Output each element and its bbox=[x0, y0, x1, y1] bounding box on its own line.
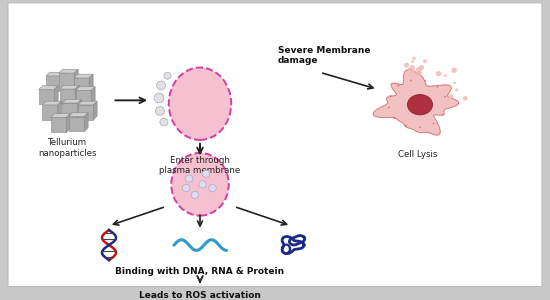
Ellipse shape bbox=[408, 67, 411, 70]
Ellipse shape bbox=[444, 96, 446, 98]
Ellipse shape bbox=[408, 94, 432, 115]
Ellipse shape bbox=[419, 127, 421, 128]
Ellipse shape bbox=[171, 153, 229, 216]
Ellipse shape bbox=[156, 106, 164, 115]
Ellipse shape bbox=[418, 71, 421, 74]
FancyBboxPatch shape bbox=[8, 3, 542, 286]
Ellipse shape bbox=[455, 88, 458, 91]
Polygon shape bbox=[60, 85, 79, 89]
Polygon shape bbox=[39, 86, 58, 89]
Polygon shape bbox=[74, 69, 78, 88]
Polygon shape bbox=[89, 74, 93, 93]
Polygon shape bbox=[74, 78, 89, 93]
Ellipse shape bbox=[388, 106, 390, 109]
Ellipse shape bbox=[199, 181, 206, 188]
Ellipse shape bbox=[410, 80, 412, 81]
Polygon shape bbox=[58, 101, 62, 120]
Polygon shape bbox=[74, 74, 93, 78]
Polygon shape bbox=[76, 91, 91, 105]
Ellipse shape bbox=[436, 71, 442, 76]
Polygon shape bbox=[91, 87, 95, 105]
Polygon shape bbox=[59, 73, 74, 88]
Text: Tellurium
nanoparticles: Tellurium nanoparticles bbox=[39, 139, 97, 158]
Ellipse shape bbox=[442, 114, 444, 116]
Ellipse shape bbox=[423, 59, 427, 63]
Ellipse shape bbox=[419, 65, 424, 70]
Ellipse shape bbox=[394, 117, 395, 119]
Polygon shape bbox=[62, 103, 78, 118]
Polygon shape bbox=[69, 113, 88, 116]
Ellipse shape bbox=[154, 93, 164, 103]
Polygon shape bbox=[61, 72, 65, 91]
Ellipse shape bbox=[412, 57, 416, 60]
Ellipse shape bbox=[157, 81, 166, 90]
Ellipse shape bbox=[389, 95, 391, 97]
Polygon shape bbox=[46, 76, 61, 91]
Ellipse shape bbox=[191, 191, 199, 199]
Polygon shape bbox=[46, 72, 65, 76]
Polygon shape bbox=[54, 86, 58, 104]
Ellipse shape bbox=[185, 175, 192, 182]
Polygon shape bbox=[69, 116, 84, 131]
Polygon shape bbox=[51, 114, 70, 118]
Ellipse shape bbox=[411, 60, 414, 63]
Ellipse shape bbox=[202, 170, 210, 177]
Ellipse shape bbox=[397, 85, 399, 87]
Ellipse shape bbox=[437, 85, 438, 88]
Polygon shape bbox=[78, 101, 97, 105]
Ellipse shape bbox=[410, 65, 415, 70]
Polygon shape bbox=[75, 85, 79, 104]
Polygon shape bbox=[78, 99, 81, 118]
Text: Severe Membrane
damage: Severe Membrane damage bbox=[278, 46, 370, 65]
Ellipse shape bbox=[452, 68, 457, 73]
Polygon shape bbox=[78, 105, 94, 120]
Ellipse shape bbox=[209, 184, 216, 192]
Text: Cell Lysis: Cell Lysis bbox=[398, 150, 437, 159]
Polygon shape bbox=[62, 99, 81, 103]
Polygon shape bbox=[66, 114, 70, 132]
Text: Binding with DNA, RNA & Protein: Binding with DNA, RNA & Protein bbox=[116, 267, 284, 276]
Ellipse shape bbox=[463, 96, 468, 100]
Polygon shape bbox=[60, 89, 75, 104]
Polygon shape bbox=[373, 70, 459, 135]
Text: Leads to ROS activation: Leads to ROS activation bbox=[139, 291, 261, 300]
Ellipse shape bbox=[449, 94, 453, 99]
Polygon shape bbox=[39, 89, 54, 104]
Ellipse shape bbox=[182, 184, 190, 192]
Ellipse shape bbox=[411, 70, 415, 74]
Ellipse shape bbox=[160, 118, 168, 126]
Polygon shape bbox=[42, 105, 58, 120]
Polygon shape bbox=[59, 69, 78, 73]
Ellipse shape bbox=[424, 80, 426, 82]
Polygon shape bbox=[94, 101, 97, 120]
Polygon shape bbox=[42, 101, 62, 105]
Text: Enter through
plasma membrane: Enter through plasma membrane bbox=[160, 156, 241, 175]
Ellipse shape bbox=[416, 70, 422, 76]
Ellipse shape bbox=[416, 67, 421, 72]
Ellipse shape bbox=[404, 63, 409, 68]
Polygon shape bbox=[76, 87, 95, 91]
Polygon shape bbox=[51, 118, 66, 132]
Ellipse shape bbox=[432, 123, 434, 124]
Ellipse shape bbox=[164, 72, 171, 79]
Ellipse shape bbox=[405, 124, 407, 127]
Ellipse shape bbox=[453, 82, 456, 84]
Ellipse shape bbox=[444, 74, 447, 77]
Ellipse shape bbox=[169, 68, 231, 140]
Polygon shape bbox=[84, 113, 88, 131]
